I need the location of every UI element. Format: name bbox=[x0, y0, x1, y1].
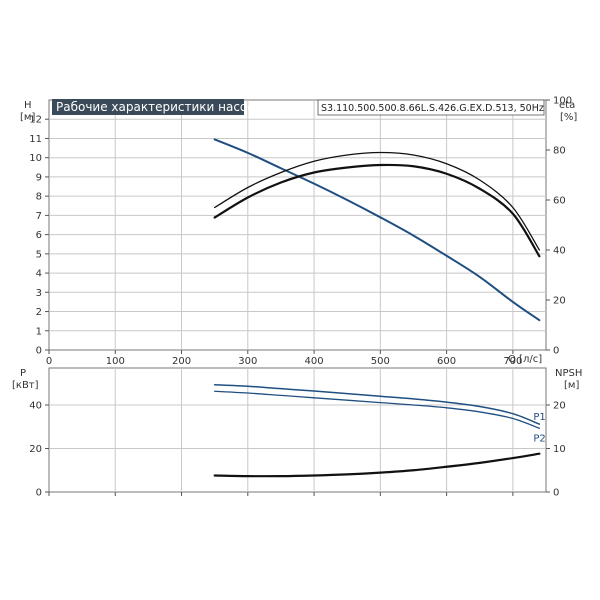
tick-label-left: 7 bbox=[36, 211, 42, 222]
tick-label-x: 600 bbox=[437, 356, 456, 367]
series-label-p1: P1 bbox=[533, 412, 545, 423]
h-axis-unit: [м] bbox=[20, 112, 35, 123]
tick-label-right: 0 bbox=[553, 346, 559, 357]
bottom-panel-frame bbox=[48, 367, 547, 493]
tick-label-x: 700 bbox=[503, 356, 522, 367]
tick-label-left: 8 bbox=[36, 192, 42, 203]
tick-label-right: 40 bbox=[553, 246, 566, 257]
tick-label-left: 10 bbox=[29, 153, 42, 164]
tick-label-right: 20 bbox=[553, 296, 566, 307]
chart-title: Рабочие характеристики насоса bbox=[56, 100, 261, 114]
p-axis-symbol: P bbox=[20, 368, 26, 379]
tick-label-right: 100 bbox=[553, 96, 572, 107]
top-panel-frame bbox=[48, 99, 547, 351]
tick-label-left: 2 bbox=[36, 307, 42, 318]
tick-label-x: 0 bbox=[46, 356, 52, 367]
eta-axis-symbol: eta bbox=[559, 100, 575, 111]
npsh-axis-unit: [м] bbox=[564, 380, 579, 391]
h-axis-symbol: H bbox=[24, 100, 32, 111]
curve-labels: P1 P2 bbox=[533, 412, 545, 444]
tick-label-right: 80 bbox=[553, 146, 566, 157]
tick-label-x: 200 bbox=[172, 356, 191, 367]
series-line-eta1 bbox=[214, 151, 541, 251]
model-label: S3.110.500.500.8.66L.S.426.G.EX.D.513, 5… bbox=[321, 103, 544, 114]
series-line-npsh bbox=[213, 452, 541, 478]
tick-label-right: 20 bbox=[553, 400, 566, 411]
p-axis-unit: [кВт] bbox=[12, 380, 39, 391]
bottom-series bbox=[213, 384, 541, 478]
series-line-h bbox=[213, 138, 541, 322]
q-axis-label: Q [л/с] bbox=[508, 354, 542, 365]
tick-label-left: 9 bbox=[36, 172, 42, 183]
series-line-eta2 bbox=[213, 163, 541, 258]
bottom-grid bbox=[49, 368, 546, 492]
npsh-axis-symbol: NPSH bbox=[555, 368, 582, 379]
tick-label-left: 20 bbox=[29, 444, 42, 455]
tick-label-left: 4 bbox=[36, 269, 42, 280]
chart-title-bg bbox=[52, 99, 244, 115]
series-line-p2 bbox=[214, 390, 541, 429]
tick-label-right: 0 bbox=[553, 488, 559, 499]
tick-label-x: 300 bbox=[238, 356, 257, 367]
tick-label-left: 0 bbox=[36, 346, 42, 357]
tick-label-right: 60 bbox=[553, 196, 566, 207]
tick-label-left: 1 bbox=[36, 326, 42, 337]
series-line-p1 bbox=[213, 384, 541, 425]
tick-label-x: 400 bbox=[305, 356, 324, 367]
series-label-p2: P2 bbox=[533, 433, 545, 444]
tick-label-x: 500 bbox=[371, 356, 390, 367]
top-series bbox=[213, 138, 541, 322]
tick-label-left: 0 bbox=[36, 488, 42, 499]
tick-label-left: 11 bbox=[29, 134, 42, 145]
tick-label-left: 12 bbox=[29, 115, 42, 126]
tick-label-left: 40 bbox=[29, 400, 42, 411]
tick-label-x: 100 bbox=[106, 356, 125, 367]
tick-label-left: 3 bbox=[36, 288, 42, 299]
top-grid bbox=[49, 100, 546, 350]
tick-label-right: 10 bbox=[553, 444, 566, 455]
tick-label-left: 5 bbox=[36, 249, 42, 260]
tick-label-left: 6 bbox=[36, 230, 42, 241]
model-box bbox=[317, 99, 545, 116]
eta-axis-unit: [%] bbox=[560, 112, 577, 123]
